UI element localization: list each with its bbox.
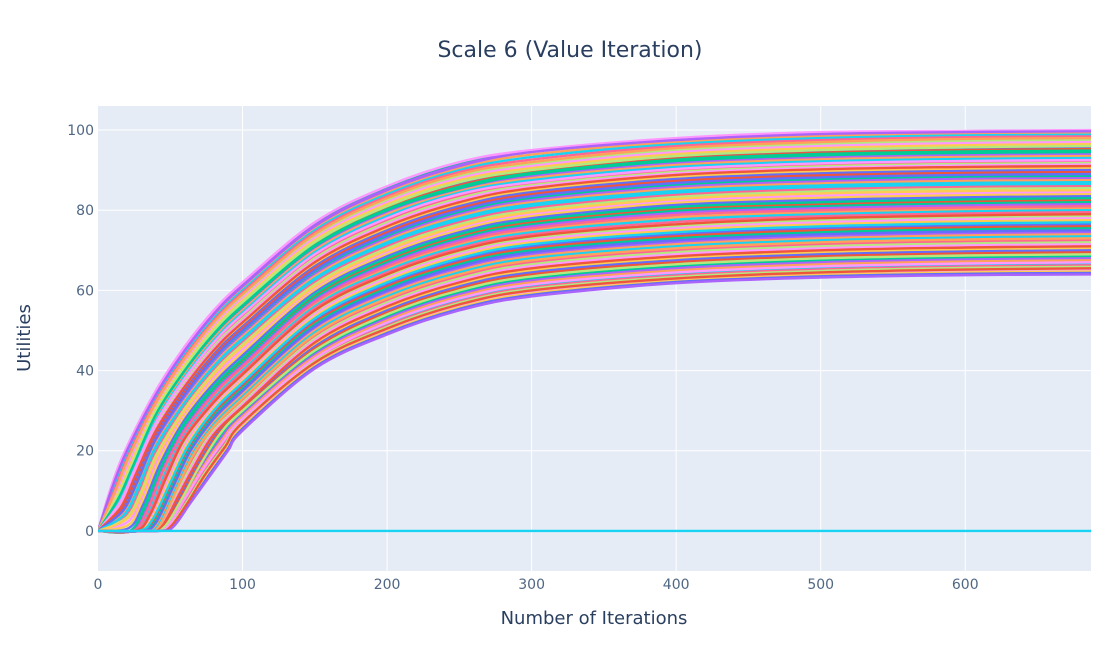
series-line [98, 158, 1091, 532]
series-line-fill [98, 193, 1091, 533]
tick-labels: 0 100 200 300 400 500 600 0 20 40 60 80 100 [67, 123, 978, 593]
series-line-fill [98, 191, 1091, 533]
series-line [98, 221, 1091, 533]
series-line [98, 245, 1091, 533]
series-line [98, 150, 1091, 532]
series-line [98, 237, 1091, 533]
y-axis-title: Utilities [14, 304, 35, 372]
series-line [98, 253, 1091, 533]
series-line [98, 136, 1091, 532]
series-line [98, 213, 1091, 534]
y-tick-label: 100 [67, 123, 94, 139]
series-line-fill [98, 185, 1091, 532]
x-tick-label: 500 [807, 577, 834, 593]
series-line [98, 172, 1091, 532]
series-line [98, 189, 1091, 533]
series-line [98, 261, 1091, 533]
series-line-fill [98, 215, 1091, 534]
series-line-fill [98, 211, 1091, 534]
series-line-fill [98, 187, 1091, 533]
series-line [98, 267, 1091, 533]
x-tick-label: 100 [229, 577, 256, 593]
series-line [98, 205, 1091, 534]
series-line-fill [98, 219, 1091, 534]
series-line [98, 273, 1091, 533]
chart-title: Scale 6 (Value Iteration) [437, 38, 702, 63]
series-line-fill [98, 207, 1091, 534]
series-line-fill [98, 195, 1091, 533]
series-line [98, 144, 1091, 532]
series-lines [98, 128, 1091, 534]
x-tick-label: 300 [518, 577, 545, 593]
series-line-fill [98, 183, 1091, 532]
x-tick-label: 0 [94, 577, 103, 593]
series-line [98, 229, 1091, 533]
series-line [98, 130, 1091, 532]
series-line [98, 197, 1091, 534]
series-line [98, 128, 1091, 532]
x-axis-title: Number of Iterations [501, 608, 688, 629]
y-tick-label: 20 [76, 444, 94, 460]
x-tick-label: 200 [374, 577, 401, 593]
series-line-fill [98, 217, 1091, 534]
y-tick-label: 60 [76, 283, 94, 299]
series-line-fill [98, 209, 1091, 534]
x-tick-label: 400 [663, 577, 690, 593]
y-tick-label: 0 [85, 524, 94, 540]
y-tick-label: 80 [76, 203, 94, 219]
y-tick-label: 40 [76, 364, 94, 380]
series-line [98, 164, 1091, 532]
series-line [98, 181, 1091, 532]
x-tick-label: 600 [952, 577, 979, 593]
